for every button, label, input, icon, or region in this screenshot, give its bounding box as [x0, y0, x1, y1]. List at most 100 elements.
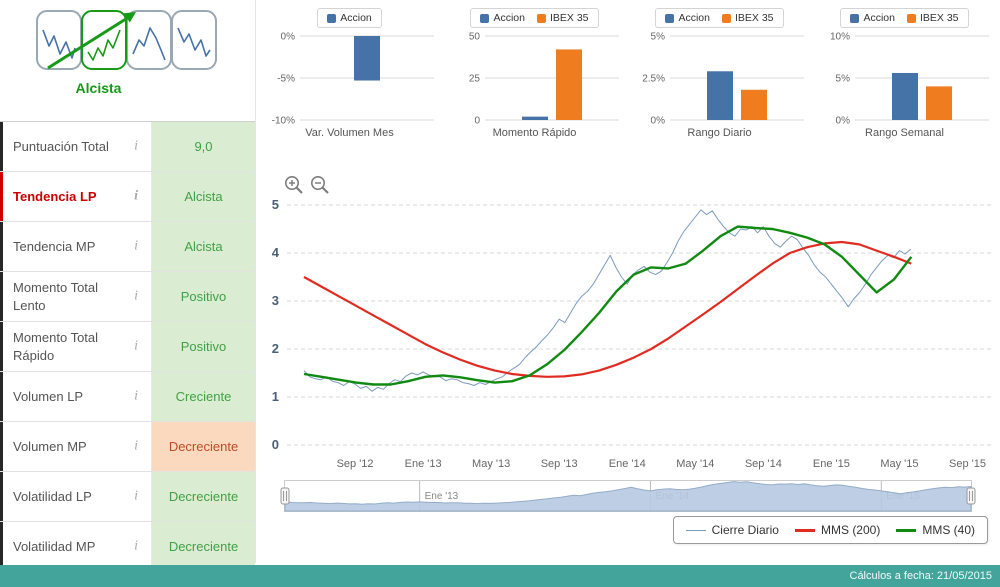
indicator-label-text: Volumen MP [13, 438, 87, 454]
svg-text:Ene '15: Ene '15 [813, 458, 850, 470]
indicator-label: Tendencia MP i [0, 222, 151, 271]
legend-item[interactable]: MMS (200) [794, 523, 881, 537]
svg-text:Sep '15: Sep '15 [949, 458, 986, 470]
info-icon[interactable]: i [134, 188, 138, 204]
info-icon[interactable]: i [134, 438, 138, 454]
svg-text:10%: 10% [829, 32, 849, 43]
legend-swatch [850, 13, 860, 23]
indicator-label: Momento Total Lento i [0, 272, 151, 321]
indicator-row: Volatilidad LP i Decreciente [0, 472, 255, 522]
zoom-controls [283, 174, 331, 201]
indicator-row: Momento Total Rápido i Positivo [0, 322, 255, 372]
indicator-label-text: Momento Total Rápido [13, 329, 99, 363]
indicator-label-text: Momento Total Lento [13, 279, 99, 313]
mini-chart-momento-rapido: Accion IBEX 35 0 25 50 Momento Rápido [442, 0, 627, 158]
mini-chart-plot: 0 25 50 [468, 32, 619, 127]
legend-item[interactable]: IBEX 35 [536, 12, 589, 24]
svg-text:May '15: May '15 [880, 458, 918, 470]
svg-text:50: 50 [468, 32, 480, 43]
pattern-downtrend-icon [170, 10, 217, 70]
footer-bar: Cálculos a fecha: 21/05/2015 [0, 565, 1000, 587]
legend-item[interactable]: Cierre Diario [685, 523, 779, 537]
pattern-uptrend-icon [80, 10, 127, 70]
indicator-label: Volatilidad LP i [0, 472, 151, 521]
legend-swatch [906, 13, 916, 23]
legend-label: MMS (40) [922, 523, 975, 537]
indicator-table: Puntuación Total i 9,0 Tendencia LP i Alcista… [0, 122, 255, 572]
indicator-value: Decreciente [151, 522, 255, 571]
indicator-label: Volumen LP i [0, 372, 151, 421]
legend-label: MMS (200) [820, 523, 881, 537]
svg-text:0%: 0% [650, 116, 665, 127]
indicator-label-text: Tendencia LP [13, 188, 97, 204]
mini-chart-rango-semanal: Accion IBEX 35 0% 5% 10% Rango Semanal [812, 0, 997, 158]
legend-item[interactable]: IBEX 35 [721, 12, 774, 24]
svg-text:Ene '14: Ene '14 [609, 458, 646, 470]
indicator-value: 9,0 [151, 122, 255, 171]
legend-item[interactable]: Accion [327, 12, 372, 24]
legend-label: IBEX 35 [549, 12, 589, 24]
zoom-out-button[interactable] [309, 174, 331, 196]
info-icon[interactable]: i [134, 288, 138, 304]
indicator-value: Positivo [151, 272, 255, 321]
pattern-peak-icon [125, 10, 172, 70]
svg-text:5%: 5% [650, 32, 665, 43]
legend-item[interactable]: IBEX 35 [906, 12, 959, 24]
pattern-volatile-icon [35, 10, 82, 70]
legend-item[interactable]: Accion [850, 12, 895, 24]
svg-text:0: 0 [474, 116, 480, 127]
indicator-value: Decreciente [151, 472, 255, 521]
zoom-in-button[interactable] [283, 174, 305, 196]
mini-chart-legend: Accion IBEX 35 [655, 8, 784, 28]
legend-item[interactable]: Accion [480, 12, 525, 24]
svg-text:0: 0 [272, 437, 279, 452]
mini-charts-row: Accion 0% -5% -10% Var. Volumen Mes Accion IBE… [257, 0, 1000, 158]
mini-chart-rango-diario: Accion IBEX 35 0% 2.5% 5% Rango Diario [627, 0, 812, 158]
svg-text:Sep '12: Sep '12 [337, 458, 374, 470]
mini-chart-plot: 0% -5% -10% [271, 32, 434, 127]
mini-chart-plot: 0% 2.5% 5% [642, 32, 804, 127]
info-icon[interactable]: i [134, 238, 138, 254]
indicator-value: Alcista [151, 222, 255, 271]
indicator-label: Tendencia LP i [0, 172, 151, 221]
legend-swatch [721, 13, 731, 23]
info-icon[interactable]: i [134, 388, 138, 404]
navigator-handle[interactable] [966, 487, 976, 505]
info-icon[interactable]: i [134, 538, 138, 554]
indicator-value: Decreciente [151, 422, 255, 471]
indicator-label: Momento Total Rápido i [0, 322, 151, 371]
navigator-handle[interactable] [280, 487, 290, 505]
legend-swatch [480, 13, 490, 23]
legend-item[interactable]: MMS (40) [896, 523, 975, 537]
indicator-row: Volumen MP i Decreciente [0, 422, 255, 472]
legend-item[interactable]: Accion [665, 12, 710, 24]
trend-pattern-strip [35, 10, 220, 72]
main-chart-area: 0 1 2 3 4 5 Sep '12 Ene '13 May '13 Sep '13 Ene '1… [257, 160, 1000, 563]
indicator-label-text: Volatilidad LP [13, 488, 92, 504]
legend-label: IBEX 35 [734, 12, 774, 24]
svg-text:May '14: May '14 [676, 458, 714, 470]
info-icon[interactable]: i [134, 338, 138, 354]
svg-text:-10%: -10% [271, 116, 294, 127]
mini-chart-title: Var. Volumen Mes [305, 127, 394, 139]
indicator-label: Puntuación Total i [0, 122, 151, 171]
indicator-panel: Alcista Puntuación Total i 9,0 Tendencia LP… [0, 0, 256, 572]
svg-text:2.5%: 2.5% [642, 74, 665, 85]
info-icon[interactable]: i [134, 138, 138, 154]
indicator-value: Positivo [151, 322, 255, 371]
svg-text:2: 2 [272, 341, 279, 356]
trend-caption: Alcista [75, 80, 122, 96]
mini-chart-legend: Accion [317, 8, 382, 28]
mini-chart-title: Momento Rápido [492, 127, 577, 139]
mini-chart-var-volumen-mes: Accion 0% -5% -10% Var. Volumen Mes [257, 0, 442, 158]
legend-swatch [536, 13, 546, 23]
legend-swatch [327, 13, 337, 23]
svg-text:Ene '13: Ene '13 [425, 491, 459, 502]
info-icon[interactable]: i [134, 488, 138, 504]
svg-text:-5%: -5% [277, 74, 295, 85]
price-chart[interactable]: 0 1 2 3 4 5 Sep '12 Ene '13 May '13 Sep '13 Ene '1… [257, 160, 997, 472]
svg-text:5%: 5% [835, 74, 850, 85]
mini-chart-title: Rango Semanal [865, 127, 944, 139]
